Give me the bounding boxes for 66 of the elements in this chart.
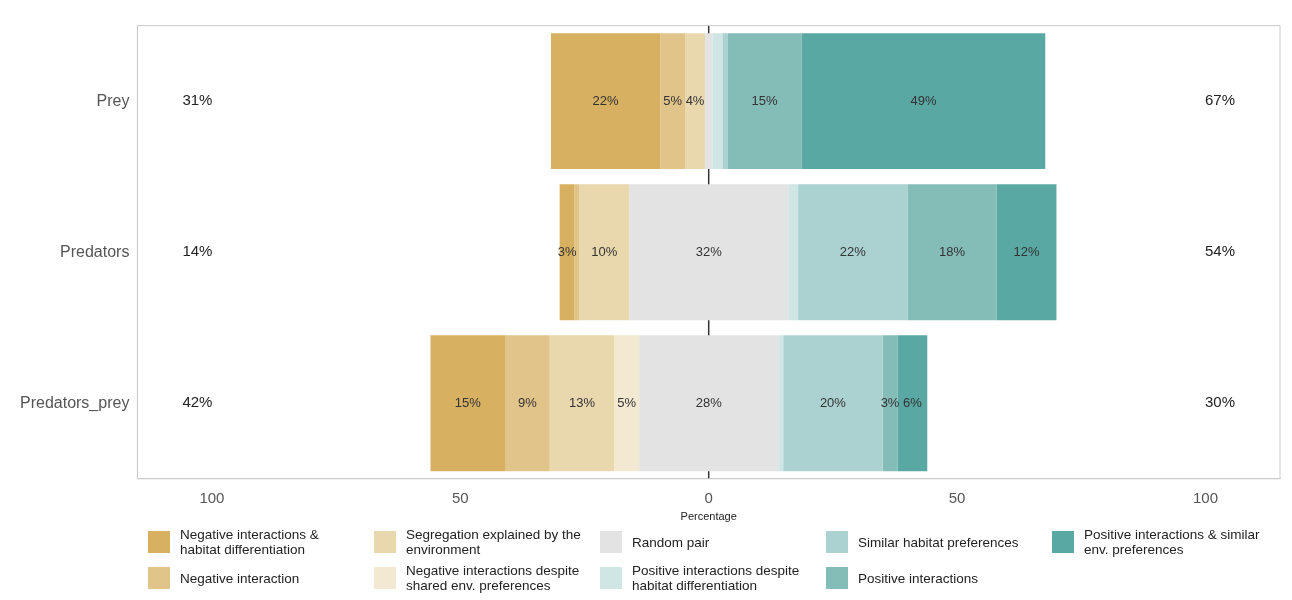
- y-tick-label: Predators_prey: [20, 393, 130, 412]
- bar: [549, 335, 615, 472]
- data-label: 12%: [1013, 243, 1041, 259]
- bar: [704, 33, 713, 170]
- legend-label: Random pair: [632, 534, 710, 550]
- x-tick-label: 50: [451, 488, 469, 506]
- bar: [778, 335, 784, 472]
- annotation: 31%: [182, 91, 213, 109]
- annotation: 67%: [1204, 91, 1236, 109]
- data-label: 20%: [819, 394, 847, 410]
- x-tick-label: 100: [1192, 488, 1218, 506]
- x-tick-label: 50: [948, 488, 966, 506]
- bar: [788, 184, 799, 321]
- data-label: 15%: [751, 92, 779, 108]
- data-label: 13%: [569, 394, 596, 410]
- data-label: 9%: [517, 394, 538, 410]
- annotation: 14%: [182, 242, 213, 260]
- bar: [798, 184, 908, 321]
- bar: [614, 335, 640, 472]
- legend-label: Positive interactions despite habitat differentiation: [632, 563, 801, 593]
- bar: [897, 335, 928, 472]
- annotation: 54%: [1204, 242, 1236, 260]
- bar: [574, 184, 580, 321]
- data-label: 5%: [663, 92, 683, 108]
- data-label: 10%: [591, 243, 618, 259]
- legend-label: Positive interactions & similar env. preferences: [1084, 527, 1261, 557]
- bar: [629, 184, 789, 321]
- data-label: 49%: [910, 92, 937, 108]
- data-label: 18%: [939, 243, 966, 259]
- legend-label: Negative interactions & habitat differentiation: [180, 527, 320, 557]
- data-label: 15%: [454, 394, 482, 410]
- x-axis-title: Percentage: [680, 510, 737, 523]
- data-label: 22%: [592, 92, 620, 108]
- data-label: 3%: [880, 394, 900, 410]
- bar: [712, 33, 723, 170]
- data-label: 28%: [695, 394, 723, 410]
- data-label: 32%: [695, 243, 723, 259]
- data-label: 4%: [685, 92, 705, 108]
- bar: [801, 33, 1046, 170]
- bar: [685, 33, 705, 170]
- bar: [430, 335, 506, 472]
- y-tick-label: Prey: [96, 91, 130, 109]
- y-tick-label: Predators: [60, 242, 130, 260]
- data-label: 22%: [839, 243, 867, 259]
- data-label: 6%: [902, 394, 923, 410]
- annotation: 42%: [182, 393, 213, 411]
- bar: [559, 184, 575, 321]
- legend-label: Positive interactions: [858, 570, 979, 586]
- legend-label: Similar habitat preferences: [858, 534, 1019, 550]
- annotation: 30%: [1204, 393, 1236, 411]
- bar: [550, 33, 661, 170]
- x-tick-label: 100: [199, 488, 225, 506]
- x-tick-label: 0: [704, 488, 713, 506]
- legend-label: Negative interaction: [180, 570, 300, 586]
- legend-label: Negative interactions despite shared env. preferences: [406, 563, 581, 593]
- bar: [996, 184, 1057, 321]
- legend-label: Segregation explained by the environment: [406, 527, 582, 557]
- bar: [639, 335, 779, 472]
- data-label: 5%: [617, 394, 637, 410]
- bar: [579, 184, 630, 321]
- bar: [783, 335, 883, 472]
- bar: [907, 184, 997, 321]
- bar: [505, 335, 550, 472]
- bar: [727, 33, 802, 170]
- bar: [722, 33, 728, 170]
- bar: [660, 33, 686, 170]
